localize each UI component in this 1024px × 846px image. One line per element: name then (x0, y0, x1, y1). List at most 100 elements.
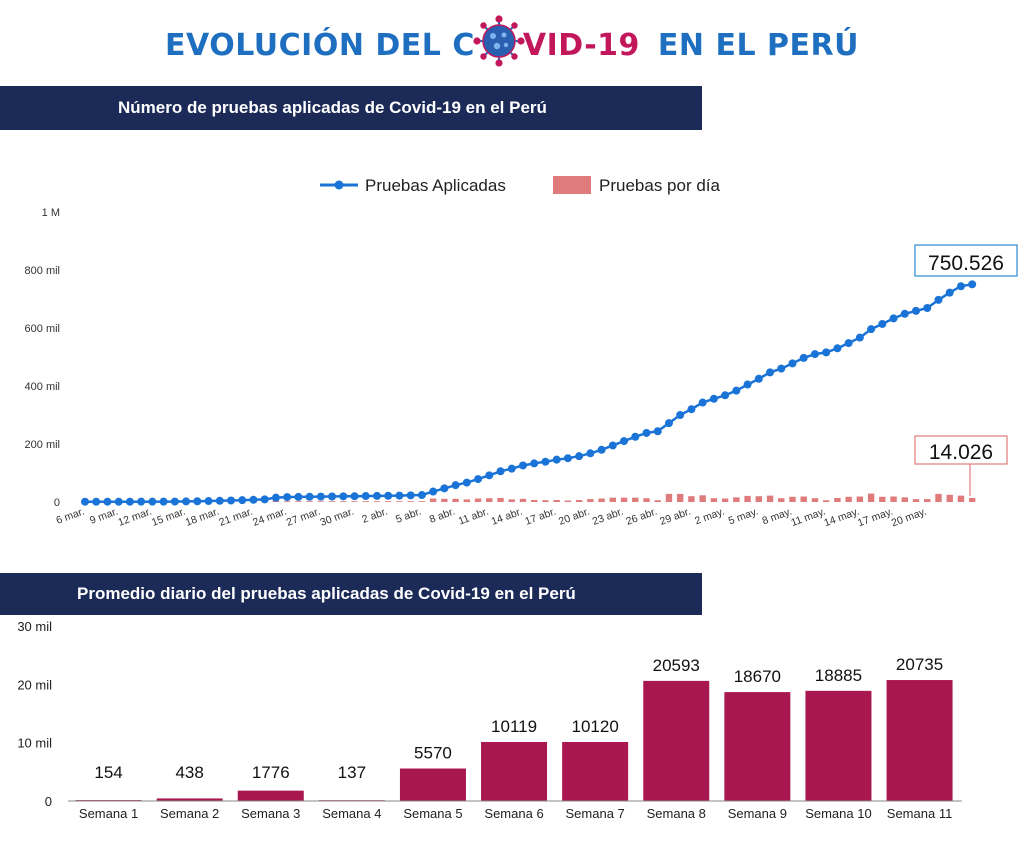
cumulative-point (642, 428, 651, 437)
x-category-label: Semana 1 (79, 806, 138, 821)
cumulative-point (575, 452, 584, 461)
bar-value-label: 18670 (734, 667, 781, 686)
cumulative-tests-chart: 0 200 mil 400 mil 600 mil 800 mil 1 M 6 mar. 9… (25, 176, 1018, 530)
weekly-bars: 154 438 1776 137 5570 10119 10120 20593 18670 188… (75, 655, 953, 801)
page-title: EVOLUCIÓN DEL C VID-19 EN EL PERÚ (0, 14, 1024, 78)
weekly-bar (724, 692, 791, 801)
cumulative-point (204, 497, 213, 506)
cumulative-point (721, 391, 730, 400)
daily-bar (744, 495, 751, 502)
section-header-cumulative: Número de pruebas aplicadas de Covid-19 … (0, 86, 702, 130)
cumulative-point (552, 455, 561, 464)
daily-bar (317, 501, 325, 502)
x-tick-label: 30 mar. (319, 506, 356, 529)
x-tick-label: 2 abr. (360, 506, 389, 526)
daily-bar (620, 497, 628, 502)
weekly-average-chart: 0 10 mil 20 mil 30 mil 154 438 1776 137 5570 101… (17, 619, 962, 821)
cumulative-point (283, 493, 292, 502)
daily-bar (351, 501, 358, 502)
annotation-cumulative: 750.526 (914, 244, 1018, 277)
cumulative-point (687, 405, 696, 414)
cumulative-point (260, 495, 269, 504)
x-tick-label: 11 abr. (457, 506, 491, 528)
x-tick-label: 14 abr. (490, 506, 524, 528)
cumulative-point (934, 295, 943, 304)
x-tick-label: 18 mar. (184, 506, 221, 529)
daily-bar (912, 499, 920, 502)
y-tick-label: 30 mil (17, 619, 52, 634)
cumulative-point (833, 344, 842, 353)
cumulative-point (417, 491, 426, 500)
section-header-weekly: Promedio diario del pruebas aplicadas de… (0, 573, 702, 615)
x-tick-label: 8 abr. (428, 506, 457, 526)
cumulative-point (777, 364, 786, 373)
cumulative-point (429, 487, 438, 496)
daily-bar (890, 496, 897, 502)
daily-bar (418, 501, 426, 502)
daily-bar (340, 501, 347, 502)
daily-bar (676, 493, 684, 502)
cumulative-point (620, 437, 629, 446)
cumulative-point (451, 481, 460, 490)
x-tick-label: 20 abr. (557, 506, 591, 528)
weekly-bar (399, 768, 466, 801)
daily-bar (710, 498, 718, 502)
daily-bar (564, 500, 572, 502)
x-tick-label: 12 mar. (116, 506, 153, 529)
cumulative-point (384, 491, 393, 500)
cumulative-point (855, 333, 864, 342)
legend-label-cumulative: Pruebas Aplicadas (365, 176, 506, 195)
daily-bar (441, 498, 448, 502)
daily-bar (845, 496, 852, 502)
cumulative-point (878, 319, 887, 328)
daily-bar (879, 496, 886, 502)
x-category-label: Semana 10 (805, 806, 872, 821)
annotation-cumulative-label: 750.526 (928, 252, 1004, 275)
cumulative-point (664, 419, 673, 428)
coronavirus-icon (473, 15, 525, 67)
cumulative-point (923, 303, 932, 312)
y-tick-label: 1 M (42, 207, 60, 219)
legend: Pruebas Aplicadas Pruebas por día (320, 176, 721, 195)
weekly-bar (886, 680, 953, 801)
cumulative-point (608, 441, 617, 450)
daily-bar (531, 499, 538, 502)
cumulative-point (395, 491, 404, 500)
x-tick-label: 29 abr. (658, 506, 692, 528)
x-tick-label: 8 may. (761, 506, 794, 528)
cumulative-point (316, 492, 325, 501)
daily-bar (328, 501, 336, 502)
cumulative-point (732, 386, 741, 395)
daily-bar (429, 498, 437, 502)
daily-bar (519, 498, 527, 502)
daily-bar (362, 501, 369, 502)
cumulative-point (114, 497, 123, 506)
cumulative-point (844, 339, 853, 348)
y-tick-label: 400 mil (25, 381, 60, 393)
annotation-daily: 14.026 (914, 435, 1008, 496)
cumulative-point (822, 348, 831, 357)
annotation-daily-label: 14.026 (929, 441, 993, 464)
daily-bar (542, 500, 549, 502)
cumulative-point (294, 492, 303, 501)
title-part-3: EN EL PERÚ (657, 28, 859, 63)
legend-label-daily: Pruebas por día (599, 176, 721, 195)
cumulative-point (743, 380, 752, 389)
daily-bar (407, 501, 414, 502)
bar-value-label: 154 (94, 763, 122, 782)
legend-marker-swatch (334, 180, 344, 190)
daily-bar (766, 495, 774, 502)
y-tick-label: 0 (54, 497, 60, 509)
x-tick-label: 5 may. (727, 506, 760, 528)
cumulative-point (912, 306, 921, 315)
daily-bar (497, 497, 504, 502)
daily-bar (733, 497, 740, 502)
cumulative-point (968, 280, 977, 289)
x-tick-label: 20 may. (890, 506, 928, 530)
legend-item-pruebas-por-dia: Pruebas por día (553, 176, 721, 195)
annotation-daily-box (914, 435, 1008, 465)
daily-bar (283, 501, 291, 502)
daily-bar (778, 498, 785, 502)
cumulative-line-path (85, 283, 973, 503)
daily-bar (699, 495, 706, 502)
